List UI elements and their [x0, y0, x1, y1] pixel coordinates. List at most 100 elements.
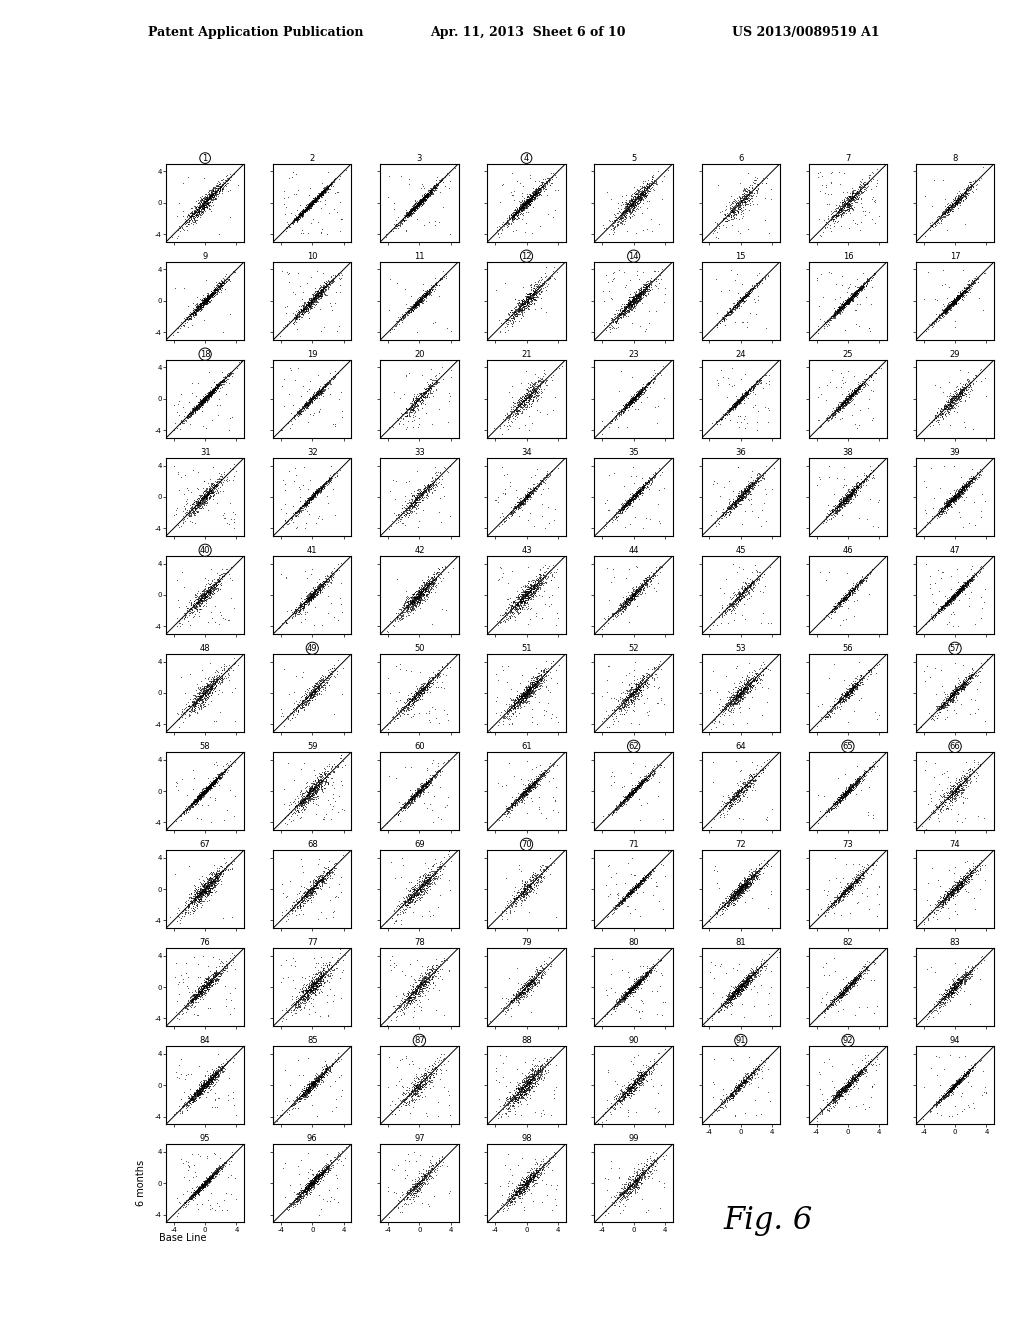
Point — [197, 1175, 213, 1196]
Point — [746, 668, 763, 689]
Point — [939, 202, 955, 223]
Point — [489, 1200, 506, 1221]
Point — [930, 603, 946, 624]
Point — [752, 669, 768, 690]
Point — [623, 296, 639, 317]
Point — [517, 978, 534, 999]
Point — [303, 783, 319, 804]
Point — [844, 1069, 860, 1090]
Point — [511, 292, 527, 313]
Point — [400, 997, 417, 1018]
Point — [519, 1080, 536, 1101]
Point — [410, 982, 426, 1003]
Point — [828, 403, 845, 424]
Point — [733, 977, 750, 998]
Point — [383, 219, 399, 240]
Point — [314, 870, 331, 891]
Point — [718, 304, 734, 325]
Point — [933, 895, 949, 916]
Point — [530, 663, 547, 684]
Point — [739, 478, 756, 499]
Point — [406, 591, 422, 612]
Point — [295, 304, 311, 325]
Point — [187, 1183, 204, 1204]
Point — [853, 277, 869, 298]
Point — [636, 869, 652, 890]
Point — [631, 974, 647, 995]
Point — [196, 684, 212, 705]
Point — [742, 965, 759, 986]
Point — [626, 286, 642, 308]
Point — [528, 958, 545, 979]
Point — [738, 180, 755, 201]
Point — [507, 495, 523, 516]
Point — [947, 1073, 964, 1094]
Point — [521, 187, 538, 209]
Point — [718, 601, 734, 622]
Point — [296, 397, 312, 418]
Point — [505, 206, 521, 227]
Point — [618, 492, 635, 513]
Point — [738, 968, 755, 989]
Point — [620, 983, 636, 1005]
Point — [950, 874, 967, 895]
Point — [503, 898, 519, 919]
Point — [519, 290, 536, 312]
Point — [847, 1069, 863, 1090]
Point — [618, 1081, 635, 1102]
Point — [194, 1076, 210, 1097]
Point — [837, 689, 853, 710]
Point — [523, 285, 540, 306]
Point — [639, 863, 655, 884]
Point — [838, 781, 854, 803]
Point — [517, 681, 534, 702]
Point — [406, 1074, 422, 1096]
Point — [610, 887, 627, 908]
Point — [301, 392, 317, 413]
Point — [719, 210, 735, 231]
Point — [317, 279, 334, 300]
Point — [314, 280, 331, 301]
Point — [412, 1076, 428, 1097]
Point — [181, 1156, 198, 1177]
Point — [310, 771, 327, 792]
Point — [728, 495, 744, 516]
Point — [935, 681, 951, 702]
Point — [599, 181, 615, 202]
Point — [204, 186, 220, 207]
Point — [715, 902, 731, 923]
Point — [627, 1073, 643, 1094]
Point — [297, 1082, 313, 1104]
Point — [617, 300, 634, 321]
Point — [220, 564, 237, 585]
Point — [311, 972, 328, 993]
Point — [406, 981, 422, 1002]
Point — [419, 676, 435, 697]
Point — [828, 1084, 845, 1105]
Point — [833, 1081, 849, 1102]
Point — [411, 989, 427, 1010]
Point — [280, 412, 296, 433]
Point — [193, 1179, 209, 1200]
Point — [196, 582, 212, 603]
Point — [407, 882, 423, 903]
Point — [733, 576, 750, 597]
Point — [942, 490, 958, 511]
Point — [191, 887, 208, 908]
Point — [203, 384, 219, 405]
Point — [955, 573, 972, 594]
Point — [301, 787, 317, 808]
Point — [279, 211, 295, 232]
Point — [628, 556, 644, 577]
Point — [299, 492, 315, 513]
Point — [841, 686, 857, 708]
Point — [938, 396, 954, 417]
Point — [736, 1069, 753, 1090]
Point — [942, 589, 958, 610]
Point — [507, 694, 523, 715]
Point — [213, 564, 229, 585]
Point — [948, 292, 965, 313]
Point — [201, 1071, 217, 1092]
Point — [845, 1071, 861, 1092]
Point — [403, 1089, 420, 1110]
